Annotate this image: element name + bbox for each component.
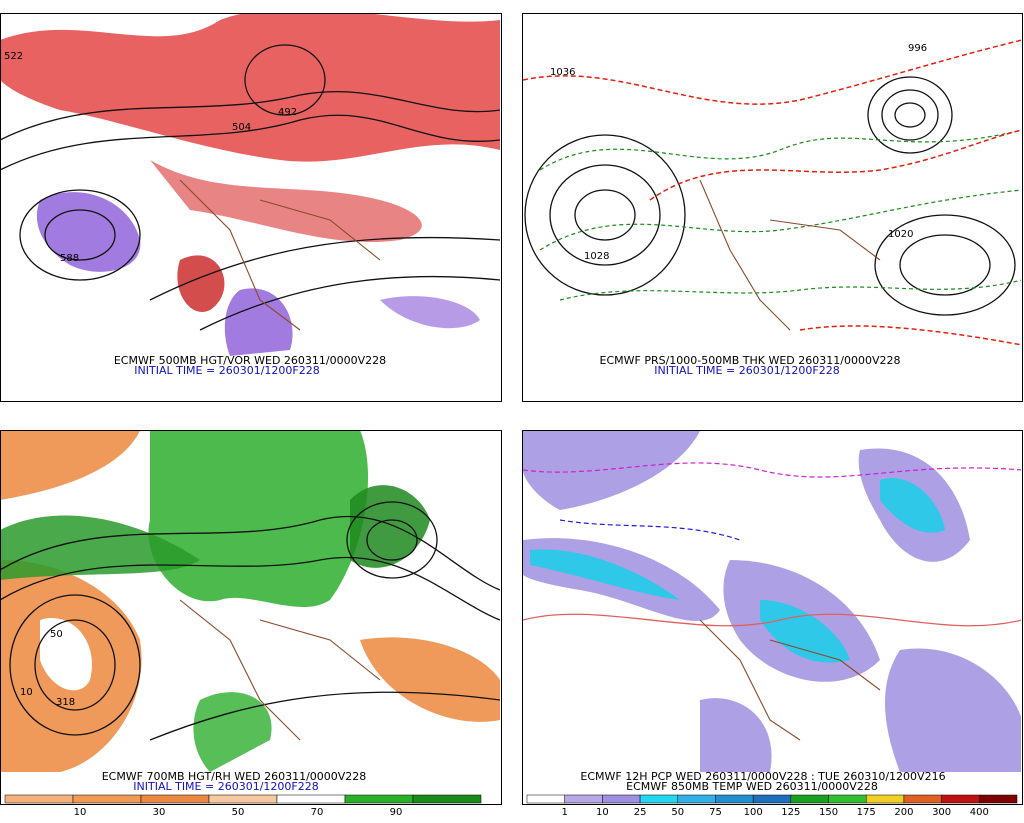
colorbar-label: 50 [671,807,684,818]
colorbar-swatch [790,794,829,804]
panel-700mb: 318 10 50 ECMWF 700MB HGT/RH WED 260311/… [0,430,502,818]
colorbar-label: 200 [894,807,913,818]
colorbar-swatch [276,794,346,804]
subcaption: INITIAL TIME = 260301/1200F228 [134,364,319,377]
colorbar-label: 150 [819,807,838,818]
panel-500mb: 588 522 492 504 ECMWF 500MB HGT/VOR WED … [0,13,502,402]
colorbar-swatch [564,794,603,804]
colorbar-label: 50 [232,807,245,818]
colorbar-swatch [903,794,942,804]
colorbar-swatch [526,794,565,804]
map-label: 522 [4,51,23,62]
panel-prs: 1028 1020 1036 996 ECMWF PRS/1000-500MB … [522,13,1023,402]
map-label: 492 [278,107,297,118]
colorbar-label: 125 [781,807,800,818]
map-label: 504 [232,122,251,133]
colorbar-label: 175 [857,807,876,818]
colorbar-label: 10 [596,807,609,818]
colorbar-swatch [208,794,278,804]
map-label: 1020 [888,229,913,240]
colorbar-swatch [979,794,1018,804]
caption: ECMWF 500MB HGT/VOR WED 260311/0000V228 [114,354,386,367]
caption: ECMWF PRS/1000-500MB THK WED 260311/0000… [600,354,901,367]
colorbar-swatch [865,794,905,804]
colorbar: 1 10 25 50 75 100 125 150 175 200 300 400 [526,794,1018,818]
colorbar-swatch [140,794,210,804]
colorbar-label: 90 [390,807,403,818]
colorbar-label: 70 [311,807,324,818]
colorbar-swatch [4,794,74,804]
caption: ECMWF 12H PCP WED 260311/0000V228 : TUE … [580,770,945,783]
map [523,39,1021,346]
map-label: 10 [20,687,33,698]
map-label: 1036 [550,67,575,78]
colorbar-swatch [602,794,641,804]
colorbar-swatch [677,794,716,804]
colorbar-swatch [639,794,679,804]
colorbar-swatch [412,794,482,804]
map [523,431,1021,772]
map-label: 50 [50,629,63,640]
map-label: 318 [56,697,75,708]
colorbar-label: 25 [634,807,647,818]
panel-frame [522,13,1023,402]
colorbar-label: 1 [562,807,568,818]
subcaption: INITIAL TIME = 260301/1200F228 [133,780,318,793]
map [1,14,500,356]
colorbar-label: 400 [970,807,989,818]
map-label: 996 [908,43,927,54]
colorbar-swatch [752,794,792,804]
map-label: 1028 [584,251,609,262]
colorbar-label: 30 [153,807,166,818]
colorbar-swatch [941,794,980,804]
colorbar-swatch [344,794,414,804]
map [1,431,500,772]
subcaption: INITIAL TIME = 260301/1200F228 [654,364,839,377]
colorbar-swatch [72,794,142,804]
colorbar-swatch [715,794,754,804]
colorbar-swatch [828,794,867,804]
panel-pcp: ECMWF 12H PCP WED 260311/0000V228 : TUE … [522,430,1023,818]
caption: ECMWF 700MB HGT/RH WED 260311/0000V228 [102,770,367,783]
colorbar-label: 10 [74,807,87,818]
colorbar-label: 75 [709,807,722,818]
colorbar: 10 30 50 70 90 [4,794,482,818]
subcaption: ECMWF 850MB TEMP WED 260311/0000V228 [626,780,878,793]
colorbar-label: 300 [932,807,951,818]
map-label: 588 [60,253,79,264]
colorbar-label: 100 [744,807,763,818]
